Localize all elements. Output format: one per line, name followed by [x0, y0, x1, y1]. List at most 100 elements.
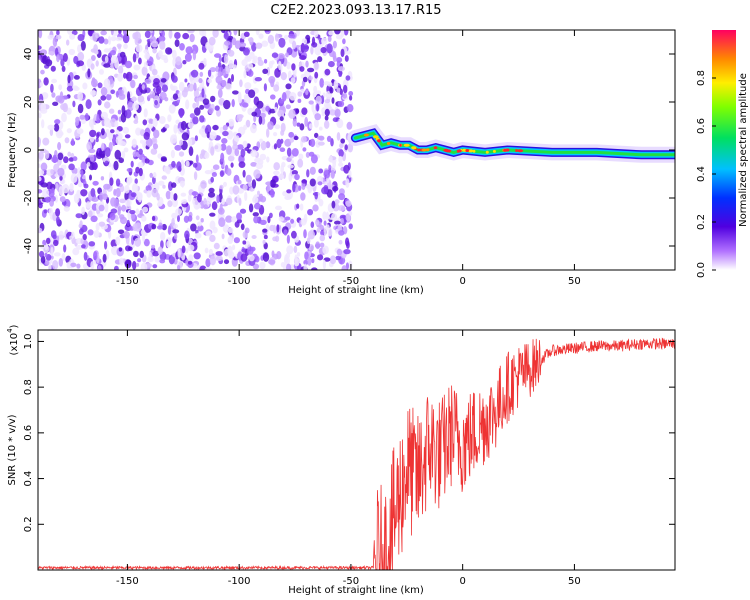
- noise-speckle: [250, 149, 258, 157]
- noise-speckle: [132, 260, 137, 270]
- noise-speckle: [335, 255, 341, 261]
- noise-speckle: [193, 82, 197, 92]
- noise-speckle: [334, 220, 341, 225]
- noise-speckle: [46, 181, 53, 190]
- noise-speckle: [57, 167, 65, 177]
- noise-speckle: [283, 229, 288, 236]
- noise-speckle: [172, 49, 177, 60]
- noise-speckle: [250, 124, 257, 134]
- noise-speckle: [292, 40, 297, 50]
- noise-speckle: [209, 131, 217, 140]
- noise-speckle: [58, 230, 64, 241]
- colorbar-tick-label: 0.8: [696, 70, 707, 86]
- noise-speckle: [124, 191, 129, 201]
- noise-speckle: [151, 244, 156, 249]
- noise-speckle: [149, 172, 153, 178]
- noise-speckle: [76, 128, 84, 135]
- noise-speckle: [232, 185, 240, 195]
- noise-speckle: [329, 155, 333, 163]
- noise-speckle: [297, 158, 304, 168]
- noise-speckle: [71, 138, 75, 146]
- noise-speckle: [337, 100, 345, 108]
- noise-speckle: [301, 107, 308, 115]
- noise-speckle: [315, 95, 322, 106]
- noise-speckle: [212, 30, 219, 38]
- noise-speckle: [106, 93, 112, 101]
- noise-speckle: [40, 255, 46, 264]
- noise-speckle: [276, 138, 282, 149]
- noise-speckle: [174, 32, 181, 39]
- noise-speckle: [152, 117, 158, 128]
- noise-speckle: [200, 149, 206, 157]
- y-tick-label: 1.0: [23, 333, 34, 349]
- colorbar-tick-label: 0.0: [696, 262, 707, 278]
- noise-speckle: [151, 188, 159, 198]
- x-tick-label: -100: [228, 276, 251, 287]
- noise-speckle: [54, 194, 59, 203]
- noise-speckle: [225, 197, 233, 206]
- track-peak: [377, 139, 381, 143]
- track-peak: [363, 133, 369, 137]
- noise-speckle: [318, 199, 324, 207]
- noise-speckle: [254, 202, 261, 210]
- noise-speckle: [135, 262, 140, 267]
- noise-speckle: [125, 199, 132, 207]
- noise-speckle: [244, 82, 252, 90]
- noise-speckle: [236, 114, 244, 119]
- noise-speckle: [177, 265, 181, 270]
- noise-speckle: [178, 81, 185, 92]
- noise-speckle: [87, 229, 94, 236]
- noise-speckle: [189, 113, 195, 119]
- noise-speckle: [331, 97, 335, 104]
- noise-speckle: [223, 54, 229, 64]
- noise-speckle: [38, 151, 44, 160]
- noise-speckle: [226, 145, 232, 155]
- noise-speckle: [256, 100, 264, 109]
- noise-speckle: [124, 259, 132, 269]
- noise-speckle: [185, 99, 190, 110]
- noise-speckle: [182, 32, 190, 40]
- noise-speckle: [345, 75, 351, 81]
- noise-speckle: [211, 201, 218, 211]
- noise-speckle: [173, 193, 178, 201]
- noise-speckle: [223, 31, 229, 40]
- noise-speckle: [101, 142, 105, 152]
- noise-speckle: [252, 212, 259, 217]
- noise-speckle: [91, 78, 98, 88]
- noise-speckle: [135, 166, 140, 174]
- noise-speckle: [141, 66, 148, 76]
- noise-speckle: [280, 72, 287, 81]
- noise-speckle: [340, 217, 345, 225]
- track-peak: [426, 148, 430, 152]
- noise-speckle: [147, 123, 154, 130]
- noise-speckle: [273, 170, 280, 176]
- noise-speckle: [51, 156, 59, 163]
- noise-speckle: [303, 263, 308, 270]
- noise-speckle: [77, 91, 84, 101]
- noise-speckle: [319, 234, 326, 242]
- noise-speckle: [278, 60, 282, 71]
- noise-speckle: [262, 228, 268, 233]
- noise-speckle: [53, 123, 60, 132]
- noise-speckle: [276, 224, 280, 233]
- noise-speckle: [265, 141, 271, 149]
- noise-speckle: [231, 216, 238, 223]
- noise-speckle: [270, 94, 276, 100]
- noise-speckle: [51, 92, 56, 98]
- noise-speckle: [42, 137, 50, 146]
- track-peak: [373, 135, 379, 139]
- noise-speckle: [222, 124, 228, 131]
- noise-speckle: [38, 163, 41, 168]
- track-peak: [465, 149, 470, 152]
- noise-speckle: [312, 204, 319, 212]
- noise-speckle: [63, 244, 67, 253]
- snr-multiplier: (x104): [6, 324, 20, 355]
- noise-speckle: [161, 223, 167, 231]
- noise-speckle: [73, 193, 80, 204]
- noise-speckle: [189, 33, 195, 43]
- noise-speckle: [87, 68, 91, 78]
- noise-speckle: [124, 109, 132, 119]
- noise-speckle: [53, 252, 61, 257]
- noise-speckle: [323, 170, 331, 179]
- noise-speckle: [222, 68, 227, 76]
